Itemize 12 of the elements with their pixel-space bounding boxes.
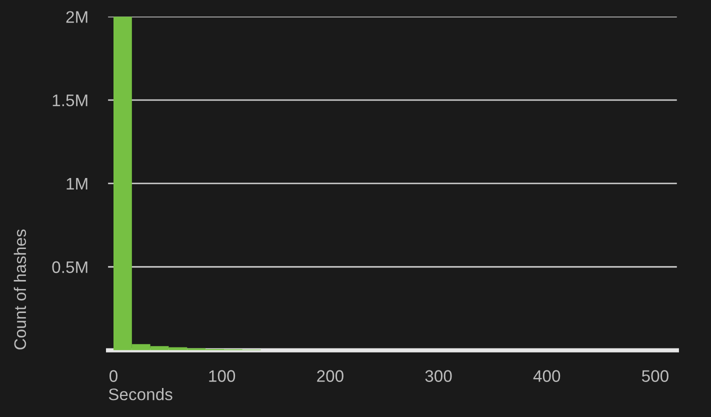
x-tick-label: 300	[425, 370, 452, 382]
x-tick-label: 0	[110, 370, 118, 382]
y-tick-label: 1M	[66, 178, 88, 190]
y-tick-label: 1.5M	[52, 94, 88, 106]
x-tick-label: 500	[642, 370, 668, 382]
y-tick-label: 2M	[66, 11, 88, 23]
x-axis-title: Seconds	[108, 388, 172, 400]
y-tick-label: 0.5M	[52, 261, 88, 274]
x-tick-label: 400	[533, 370, 560, 382]
y-axis-title: Count of hashes	[14, 230, 26, 350]
x-tick-label: 200	[317, 370, 344, 382]
x-tick-label: 100	[209, 370, 236, 382]
